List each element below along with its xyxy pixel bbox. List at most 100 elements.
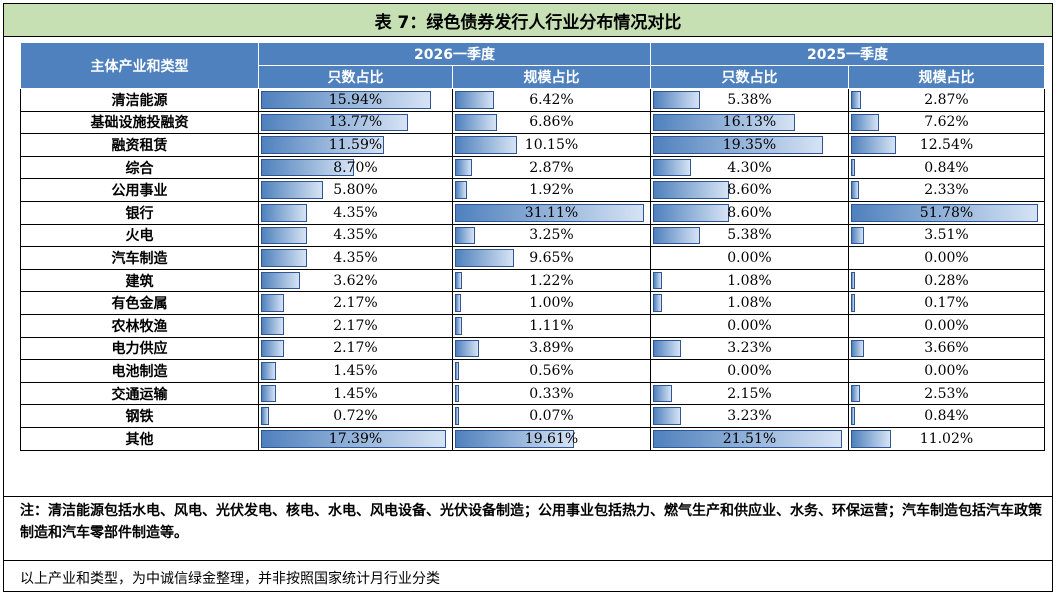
data-bar [851, 91, 862, 109]
divider [4, 560, 1052, 561]
cell-scale-2025: 0.00% [848, 359, 1045, 383]
table-row: 火电 4.35% 3.25% 5.38% 3.51% [20, 223, 1045, 248]
cell-count-2025: 8.60% [650, 200, 849, 225]
header-period-2025: 2025一季度 [650, 42, 1045, 66]
cell-scale-2026: 10.15% [452, 133, 651, 157]
cell-count-2026: 3.62% [258, 268, 453, 293]
cell-value: 0.00% [727, 362, 772, 379]
table-row: 银行 4.35% 31.11% 8.60% 51.78% [20, 200, 1045, 225]
cell-count-2025: 5.38% [650, 223, 849, 248]
cell-count-2025: 3.23% [650, 336, 849, 361]
cell-value: 51.78% [919, 204, 974, 221]
data-bar [851, 158, 855, 177]
cell-value: 2.17% [333, 295, 378, 312]
cell-count-2025: 21.51% [650, 426, 849, 451]
cell-count-2025: 19.35% [650, 133, 849, 157]
data-bar [455, 226, 475, 245]
cell-value: 7.62% [924, 114, 969, 131]
table-row: 综合 8.70% 2.87% 4.30% 0.84% [20, 155, 1045, 180]
data-bar [261, 249, 308, 267]
cell-scale-2025: 0.84% [848, 155, 1045, 180]
cell-value: 0.00% [924, 249, 969, 266]
cell-scale-2025: 0.17% [848, 291, 1045, 315]
data-bar [653, 271, 663, 290]
cell-count-2025: 1.08% [650, 291, 849, 315]
divider [4, 496, 1052, 497]
cell-scale-2026: 1.22% [452, 268, 651, 293]
header-period-2026: 2026一季度 [258, 42, 651, 66]
cell-count-2025: 0.00% [650, 246, 849, 270]
row-category: 综合 [20, 155, 259, 180]
cell-value: 4.35% [333, 249, 378, 266]
data-bar [653, 294, 663, 312]
data-bar [261, 271, 300, 290]
cell-value: 2.87% [529, 159, 574, 176]
cell-count-2025: 0.00% [650, 359, 849, 383]
cell-value: 1.11% [529, 317, 574, 334]
data-bar [261, 384, 277, 403]
table-row: 基础设施投融资 13.77% 6.86% 16.13% 7.62% [20, 110, 1045, 135]
data-bar [261, 91, 431, 109]
cell-value: 10.15% [524, 136, 579, 153]
cell-value: 21.51% [722, 430, 777, 447]
cell-value: 16.13% [722, 114, 777, 131]
cell-scale-2026: 1.92% [452, 178, 651, 202]
row-category: 建筑 [20, 268, 259, 293]
cell-value: 2.87% [924, 91, 969, 108]
cell-value: 3.23% [727, 340, 772, 357]
cell-value: 8.60% [727, 182, 772, 199]
header-sub-scale-2026: 规模占比 [452, 65, 651, 89]
data-bar [261, 226, 308, 245]
data-bar [653, 384, 672, 403]
cell-count-2025: 4.30% [650, 155, 849, 180]
cell-value: 6.42% [529, 91, 574, 108]
cell-value: 1.08% [727, 295, 772, 312]
row-category: 基础设施投融资 [20, 110, 259, 135]
cell-count-2026: 1.45% [258, 381, 453, 406]
data-bar [261, 113, 408, 132]
row-category: 有色金属 [20, 291, 259, 315]
table-row: 清洁能源 15.94% 6.42% 5.38% 2.87% [20, 88, 1045, 112]
data-bar [653, 113, 795, 132]
row-category: 钢铁 [20, 404, 259, 428]
data-bar [455, 203, 645, 222]
cell-value: 2.33% [924, 182, 969, 199]
data-bar [851, 136, 897, 154]
data-bar [653, 203, 729, 222]
data-bar [261, 407, 269, 425]
cell-count-2026: 4.35% [258, 200, 453, 225]
cell-scale-2026: 2.87% [452, 155, 651, 180]
cell-value: 3.51% [924, 227, 969, 244]
data-bar [653, 407, 682, 425]
cell-scale-2025: 2.87% [848, 88, 1045, 112]
cell-value: 0.28% [924, 272, 969, 289]
table-row: 汽车制造 4.35% 9.65% 0.00% 0.00% [20, 246, 1045, 270]
cell-value: 13.77% [328, 114, 383, 131]
data-bar [653, 429, 843, 448]
data-bar [653, 91, 701, 109]
cell-value: 1.45% [333, 385, 378, 402]
cell-value: 9.65% [529, 249, 574, 266]
cell-count-2026: 5.80% [258, 178, 453, 202]
data-bar [261, 362, 277, 380]
cell-scale-2026: 0.07% [452, 404, 651, 428]
cell-count-2026: 15.94% [258, 88, 453, 112]
cell-value: 0.72% [333, 408, 378, 425]
table-row: 建筑 3.62% 1.22% 1.08% 0.28% [20, 268, 1045, 293]
header-sub-scale-2025: 规模占比 [848, 65, 1045, 89]
row-category: 电力供应 [20, 336, 259, 361]
cell-value: 0.00% [924, 317, 969, 334]
data-bar [653, 339, 682, 358]
row-category: 电池制造 [20, 359, 259, 383]
cell-scale-2026: 3.89% [452, 336, 651, 361]
data-bar [455, 249, 514, 267]
data-bar [455, 181, 467, 199]
data-bar [261, 181, 323, 199]
data-bar [455, 384, 459, 403]
data-bar [653, 181, 729, 199]
cell-value: 0.17% [924, 295, 969, 312]
cell-value: 0.00% [924, 362, 969, 379]
cell-scale-2026: 6.86% [452, 110, 651, 135]
data-bar [261, 316, 285, 335]
data-bar [851, 181, 860, 199]
